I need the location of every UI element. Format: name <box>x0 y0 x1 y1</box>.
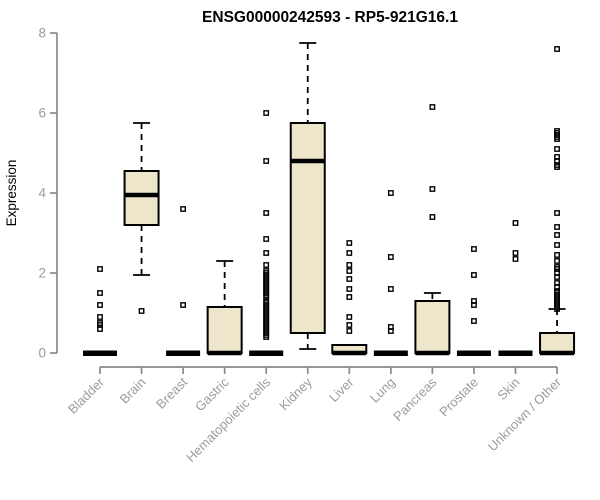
outlier-point <box>387 254 394 260</box>
outlier-point <box>180 206 186 212</box>
outlier-point <box>471 272 477 278</box>
outlier-point <box>346 328 353 334</box>
outlier-point <box>263 236 270 242</box>
outlier-point <box>554 232 560 238</box>
outlier-point <box>429 214 436 220</box>
outlier-point <box>429 186 436 192</box>
outlier-point <box>512 256 519 262</box>
outlier-point <box>554 128 560 134</box>
outlier-point <box>512 250 519 256</box>
collapsed-box <box>498 350 533 356</box>
outlier-point <box>346 262 353 268</box>
box <box>539 332 576 354</box>
outlier-point <box>387 286 394 292</box>
outlier-point <box>554 258 560 264</box>
outlier-point <box>429 104 436 110</box>
outlier-point <box>346 268 353 274</box>
outlier-point <box>554 154 560 160</box>
outlier-point <box>263 110 270 116</box>
outlier-point <box>97 290 103 296</box>
outlier-point <box>97 302 103 308</box>
chart-title: ENSG00000242593 - RP5-921G16.1 <box>202 9 458 26</box>
outlier-point <box>97 266 103 272</box>
collapsed-box <box>166 350 201 356</box>
collapsed-box <box>83 350 117 356</box>
outlier-point <box>554 146 560 152</box>
box <box>289 122 326 334</box>
y-tick-label: 0 <box>38 346 46 361</box>
x-category-label: Skin <box>494 375 522 403</box>
y-tick-label: 6 <box>38 106 46 121</box>
x-category-label: Bladder <box>65 374 108 417</box>
outlier-point <box>346 322 353 328</box>
x-category-label: Pancreas <box>390 374 440 424</box>
outlier-point <box>471 318 477 324</box>
outlier-point <box>554 210 560 216</box>
outlier-point <box>263 210 270 216</box>
box <box>123 170 160 226</box>
x-category-label: Breast <box>153 374 190 411</box>
outlier-point <box>138 308 145 314</box>
y-tick-label: 8 <box>38 26 46 41</box>
collapsed-box <box>456 350 491 356</box>
box <box>414 300 451 354</box>
outlier-point <box>346 250 353 256</box>
outlier-point <box>263 262 270 268</box>
y-axis-title: Expression <box>4 160 19 227</box>
x-category-label: Lung <box>367 375 398 406</box>
outlier-point <box>471 298 477 304</box>
outlier-point <box>97 320 103 326</box>
x-category-label: Prostate <box>436 375 481 420</box>
collapsed-box <box>373 350 408 356</box>
outlier-point <box>554 242 560 248</box>
outlier-point <box>180 302 186 308</box>
outlier-point <box>346 240 353 246</box>
x-category-label: Kidney <box>276 374 315 413</box>
outlier-point <box>387 324 394 330</box>
outlier-point <box>554 252 560 258</box>
outlier-point <box>263 158 270 164</box>
y-tick-label: 4 <box>38 186 46 201</box>
outlier-point <box>97 314 103 320</box>
outlier-point <box>554 46 560 52</box>
x-category-label: Unknown / Other <box>485 374 565 454</box>
x-category-label: Liver <box>326 374 357 405</box>
outlier-point <box>554 264 560 270</box>
outlier-point <box>387 190 394 196</box>
outlier-point <box>263 250 270 256</box>
outlier-point <box>554 224 560 230</box>
outlier-point <box>346 314 353 320</box>
outlier-point <box>512 220 519 226</box>
outlier-point <box>471 246 477 252</box>
x-category-label: Gastric <box>192 374 232 414</box>
box <box>206 306 243 354</box>
outlier-point <box>263 268 270 274</box>
x-category-label: Brain <box>117 375 149 407</box>
outlier-point <box>346 286 353 292</box>
outlier-point <box>554 280 560 286</box>
outlier-point <box>346 276 353 282</box>
y-tick-label: 2 <box>38 266 46 281</box>
collapsed-box <box>249 350 284 356</box>
outlier-point <box>346 294 353 300</box>
